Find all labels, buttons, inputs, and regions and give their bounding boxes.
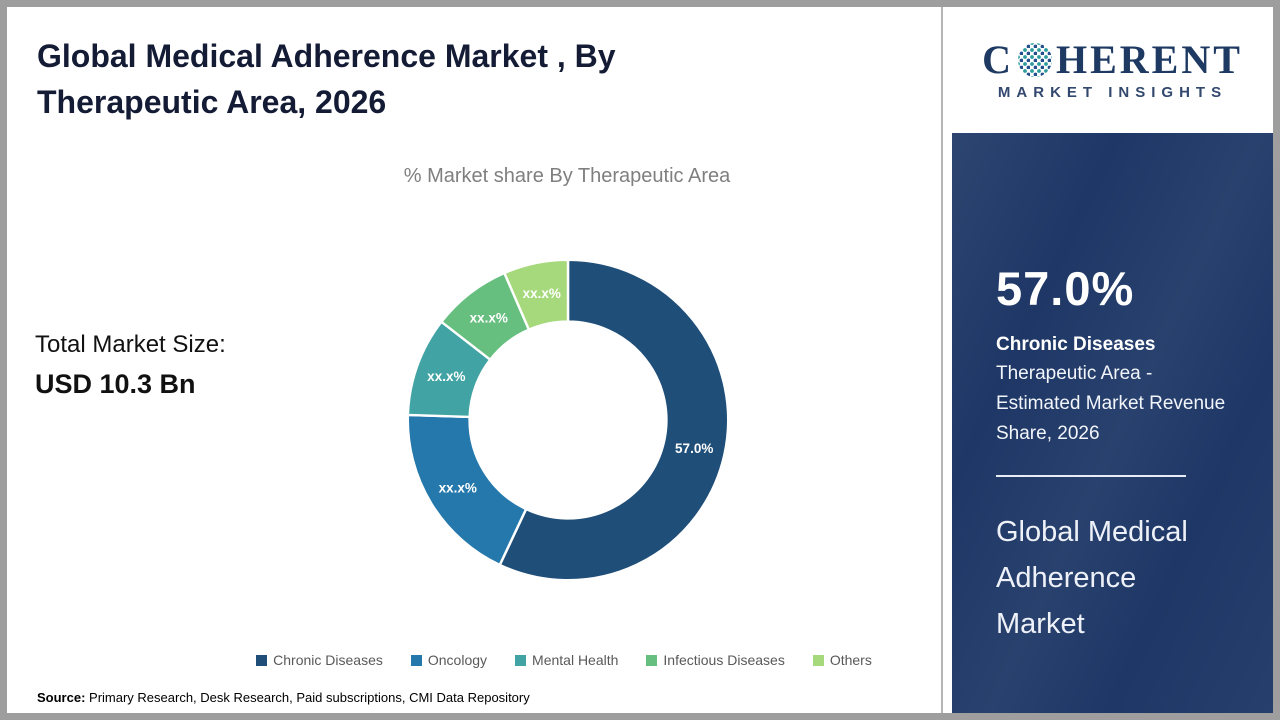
total-market-size-label: Total Market Size: [35, 331, 226, 358]
chart-legend: Chronic Diseases Oncology Mental Health Inf… [187, 652, 941, 668]
donut-chart: 57.0% xx.x% xx.x% xx.x% xx.x% [375, 227, 761, 613]
donut-slice-4 [502, 258, 570, 332]
legend-marker-icon [812, 654, 824, 666]
legend-marker-icon [646, 654, 658, 666]
logo-wordmark: C HERENT [982, 36, 1243, 82]
legend-label: Chronic Diseases [273, 652, 383, 668]
page-title: Global Medical Adherence Market , By The… [37, 38, 616, 120]
legend-item-1: Oncology [410, 652, 488, 668]
highlight-stat-title: Chronic Diseases [996, 334, 1156, 355]
main-content: Global Medical Adherence Market , By The… [7, 7, 941, 713]
source-text: Primary Research, Desk Research, Paid su… [89, 690, 530, 705]
panel-divider [996, 475, 1186, 477]
logo-globe-icon [1017, 42, 1052, 77]
legend-item-4: Others [812, 652, 872, 668]
legend-item-0: Chronic Diseases [256, 652, 383, 668]
source-line: Source: Primary Research, Desk Research,… [37, 690, 530, 705]
legend-item-2: Mental Health [515, 652, 618, 668]
legend-label: Infectious Diseases [663, 652, 785, 668]
total-market-size-value: USD 10.3 Bn [35, 369, 196, 399]
logo-word-start: C [982, 36, 1014, 82]
legend-label: Mental Health [532, 652, 619, 668]
highlight-stat-description: Therapeutic Area - Estimated Market Reve… [996, 363, 1226, 444]
legend-marker-icon [410, 654, 422, 666]
source-label: Source: [37, 690, 86, 705]
legend-marker-icon [256, 654, 268, 666]
logo-word-end: HERENT [1055, 36, 1243, 82]
highlight-panel: 57.0% Chronic Diseases Therapeutic Area … [952, 133, 1273, 713]
legend-label: Oncology [427, 652, 488, 668]
legend-item-3: Infectious Diseases [646, 652, 785, 668]
slice-label-2: xx.x% [427, 369, 465, 384]
highlight-stat-value: 57.0% [996, 262, 1135, 315]
legend-label: Others [829, 652, 872, 668]
slice-label-1: xx.x% [439, 480, 477, 495]
slice-label-4: xx.x% [523, 286, 561, 301]
chart-subtitle: % Market share By Therapeutic Area [403, 165, 731, 187]
right-column: C HERENT MARKET INSIGHTS 57.0% Chronic D… [941, 7, 1273, 713]
market-name: Global Medical Adherence Market [996, 516, 1188, 640]
donut-slice-0 [498, 258, 730, 582]
slice-label-3: xx.x% [470, 311, 508, 326]
donut-svg: 57.0% xx.x% xx.x% xx.x% xx.x% [406, 258, 730, 582]
legend-marker-icon [515, 654, 527, 666]
coherent-logo: C HERENT MARKET INSIGHTS [952, 7, 1273, 133]
logo-subtitle: MARKET INSIGHTS [997, 83, 1228, 101]
slice-label-0: 57.0% [675, 441, 713, 456]
